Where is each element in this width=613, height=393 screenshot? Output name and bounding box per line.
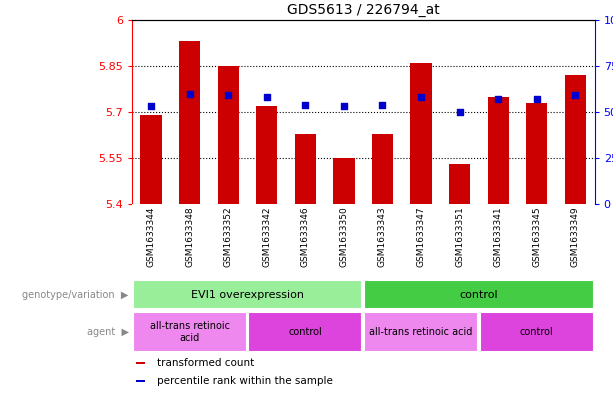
Text: GSM1633341: GSM1633341 [493, 207, 503, 267]
Text: control: control [460, 290, 498, 300]
Bar [140, 115, 162, 204]
Point [493, 96, 503, 102]
Text: transformed count: transformed count [158, 358, 254, 368]
Bar [364, 280, 594, 309]
Bar [218, 66, 239, 204]
Point [185, 90, 194, 97]
Point [378, 101, 387, 108]
Bar [295, 134, 316, 204]
Bar [364, 312, 478, 352]
Bar [137, 362, 145, 364]
Bar [565, 75, 586, 204]
Bar [411, 63, 432, 204]
Text: all-trans retinoic
acid: all-trans retinoic acid [150, 321, 230, 343]
Bar [333, 158, 354, 204]
Text: GSM1633344: GSM1633344 [147, 207, 156, 267]
Text: GSM1633349: GSM1633349 [571, 207, 580, 267]
Point [455, 109, 465, 115]
Text: percentile rank within the sample: percentile rank within the sample [158, 376, 333, 386]
Text: agent  ▶: agent ▶ [86, 327, 129, 337]
Point [300, 101, 310, 108]
Text: GSM1633347: GSM1633347 [417, 207, 425, 267]
Bar [179, 41, 200, 204]
Bar [248, 312, 362, 352]
Bar [132, 280, 362, 309]
Text: GSM1633351: GSM1633351 [455, 207, 464, 267]
Bar [132, 312, 246, 352]
Text: GSM1633350: GSM1633350 [340, 207, 348, 267]
Text: control: control [520, 327, 554, 337]
Bar [137, 380, 145, 382]
Point [571, 92, 581, 99]
Point [416, 94, 426, 100]
Bar [526, 103, 547, 204]
Bar [480, 312, 594, 352]
Bar [449, 164, 470, 204]
Text: GSM1633342: GSM1633342 [262, 207, 272, 267]
Text: GSM1633343: GSM1633343 [378, 207, 387, 267]
Text: genotype/variation  ▶: genotype/variation ▶ [22, 290, 129, 300]
Text: control: control [289, 327, 322, 337]
Point [339, 103, 349, 110]
Text: GSM1633345: GSM1633345 [532, 207, 541, 267]
Text: GSM1633348: GSM1633348 [185, 207, 194, 267]
Text: GSM1633346: GSM1633346 [301, 207, 310, 267]
Bar [372, 134, 393, 204]
Bar [256, 106, 278, 204]
Bar [487, 97, 509, 204]
Point [532, 96, 542, 102]
Point [262, 94, 272, 100]
Point [223, 92, 233, 99]
Text: EVI1 overexpression: EVI1 overexpression [191, 290, 304, 300]
Text: GSM1633352: GSM1633352 [224, 207, 233, 267]
Title: GDS5613 / 226794_at: GDS5613 / 226794_at [287, 3, 440, 17]
Point [146, 103, 156, 110]
Text: all-trans retinoic acid: all-trans retinoic acid [370, 327, 473, 337]
